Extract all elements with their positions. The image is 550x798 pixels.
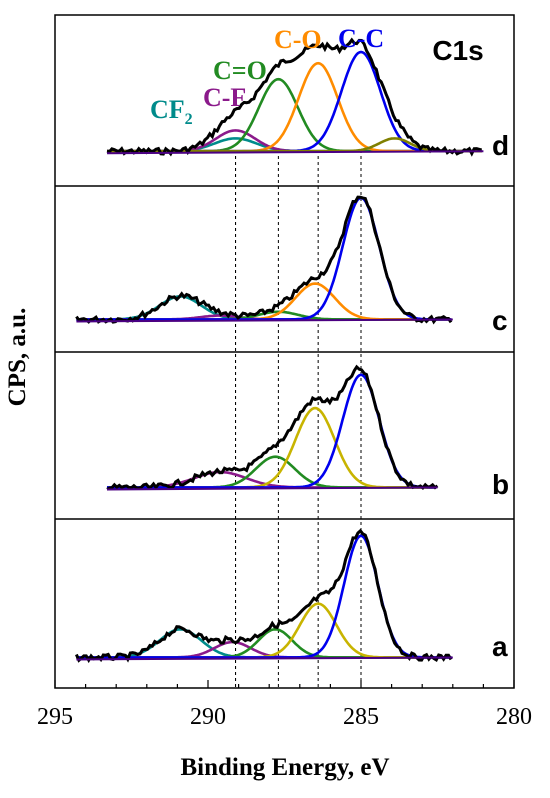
component-c-c-curve [107,373,436,489]
component-label: CF2 [150,95,193,128]
y-axis-label: CPS, a.u. [4,308,31,407]
spectra-panels: d c b a [75,37,509,664]
x-tick-label: 295 [37,704,73,730]
panel-label: c [492,305,508,336]
panel-b: b [106,364,509,500]
x-axis-label: Binding Energy, eV [180,754,389,781]
background-line [76,656,453,661]
background-line [76,318,453,323]
plot-frame [54,14,515,689]
component-c-c-curve [76,534,452,659]
background-line [107,150,484,155]
component-c-o-curve [107,455,436,489]
panel-a: a [75,528,508,664]
component-c-o-curve [76,602,452,659]
x-tick-label: 290 [190,704,226,730]
component-labels: CF2 C-FC=OC-O C-C [150,24,384,128]
component-label: C=O [213,56,267,85]
panel-label: b [492,469,509,500]
component-label: C-C [338,24,384,53]
panel-label: a [492,631,508,662]
x-tick-label: 285 [343,704,379,730]
background-line [107,486,438,491]
envelope-curve [75,195,453,325]
x-tick-label: 280 [496,704,532,730]
component-extra-curve [107,137,482,153]
panel-label: d [492,130,509,161]
envelope-curve [106,364,439,491]
x-axis-ticks: 295 290 285 280 [37,680,532,730]
component-label: C-F [203,83,246,112]
panel-d: d [106,37,509,161]
component-label: C-O [274,25,322,54]
envelope-curve [75,528,453,664]
panel-c: c [75,195,508,336]
chart-title: C1s [432,35,483,66]
